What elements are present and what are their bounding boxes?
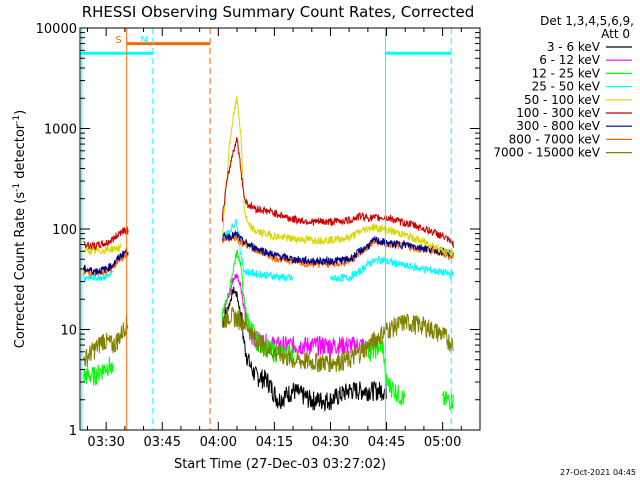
legend-label: 25 - 50 keV <box>532 80 601 94</box>
y-tick-label: 10 <box>60 324 77 339</box>
chart-title: RHESSI Observing Summary Count Rates, Co… <box>82 3 475 21</box>
plot-content <box>83 95 454 413</box>
legend-label: 3 - 6 keV <box>547 40 601 54</box>
legend-label: 100 - 300 keV <box>516 106 600 120</box>
legend-label: 50 - 100 keV <box>524 93 601 107</box>
y-tick-label: 1 <box>69 424 77 439</box>
legend-header-line: Det 1,3,4,5,6,9, <box>540 14 634 28</box>
y-label-part: ) <box>13 110 28 115</box>
series-line <box>83 249 454 411</box>
series-line <box>83 306 454 373</box>
x-tick-label: 04:15 <box>256 435 293 450</box>
y-tick-label: 10000 <box>36 22 77 37</box>
y-tick-label: 1000 <box>44 123 77 138</box>
x-tick-label: 05:00 <box>424 435 461 450</box>
x-axis: 03:30 03:45 04:00 04:15 04:30 04:45 05:00 <box>86 28 481 450</box>
legend-label: 12 - 25 keV <box>532 66 601 80</box>
event-label: N <box>140 35 147 46</box>
series-line <box>83 137 454 251</box>
y-axis-label: Corrected Count Rate (s-1 detector-1) <box>12 110 28 348</box>
x-tick-label: 03:45 <box>144 435 181 450</box>
series-line <box>83 218 454 283</box>
x-tick-label: 04:00 <box>200 435 237 450</box>
legend-label: 300 - 800 keV <box>516 119 600 133</box>
x-tick-label: 04:30 <box>312 435 349 450</box>
y-label-part: Corrected Count Rate (s <box>13 192 28 349</box>
y-label-part: detector <box>13 123 28 183</box>
legend-label: 7000 - 15000 keV <box>493 146 600 160</box>
y-tick-label: 100 <box>52 223 77 238</box>
legend-header-line: Att 0 <box>601 27 630 41</box>
series-line <box>221 286 387 413</box>
y-label-exponent: -1 <box>12 183 22 192</box>
footer-date: 27-Oct-2021 04:45 <box>560 468 636 477</box>
x-tick-label: 04:45 <box>368 435 405 450</box>
series-line <box>221 273 365 357</box>
plot-frame <box>79 27 481 431</box>
legend-label: 800 - 7000 keV <box>509 132 601 146</box>
series-line <box>83 95 454 259</box>
event-label: S <box>115 35 121 46</box>
series-line <box>83 229 454 277</box>
legend-label: 6 - 12 keV <box>539 53 601 67</box>
x-tick-label: 03:30 <box>87 435 124 450</box>
y-label-exponent: -1 <box>12 115 22 124</box>
y-axis: 1 10 100 1000 10000 <box>36 22 480 439</box>
x-axis-label: Start Time (27-Dec-03 03:27:02) <box>174 457 386 472</box>
